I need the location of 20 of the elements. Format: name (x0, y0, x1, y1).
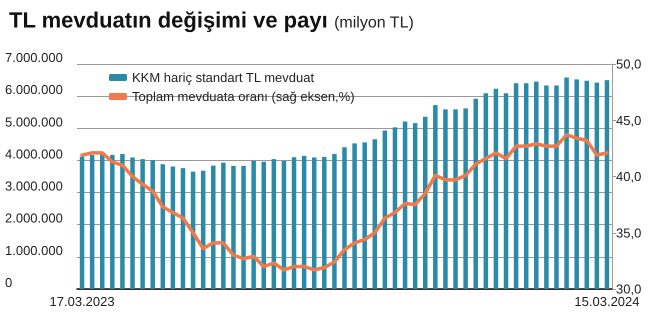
y-tick-label: 4.000.000 (5, 146, 63, 162)
y2-tick-label: 30,0 (616, 282, 642, 296)
line-series (80, 133, 609, 272)
y-tick-label: 6.000.000 (5, 82, 63, 98)
x-tick-label: 17.03.2023 (50, 294, 115, 309)
x-tick-label: 15.03.2024 (574, 294, 640, 309)
y-tick-label: 0 (5, 275, 12, 290)
legend-label: KKM hariç standart TL mevduat (132, 70, 314, 85)
y-tick-label: 5.000.000 (5, 114, 63, 130)
chart-title: TL mevduatın değişimi ve payı (9, 8, 328, 32)
y-tick-label: 3.000.000 (5, 178, 63, 194)
y2-tick-label: 45,0 (616, 112, 642, 128)
legend-label: Toplam mevduata oranı (sağ eksen,%) (132, 89, 355, 104)
y2-tick-label: 50,0 (616, 56, 642, 72)
y-tick-label: 2.000.000 (5, 210, 63, 226)
y-tick-label: 1.000.000 (5, 242, 63, 258)
y-tick-label: 7.000.000 (5, 50, 63, 65)
y2-tick-label: 35,0 (616, 225, 642, 240)
chart-subtitle: (milyon TL) (334, 14, 414, 32)
y2-tick-label: 40,0 (616, 169, 642, 184)
